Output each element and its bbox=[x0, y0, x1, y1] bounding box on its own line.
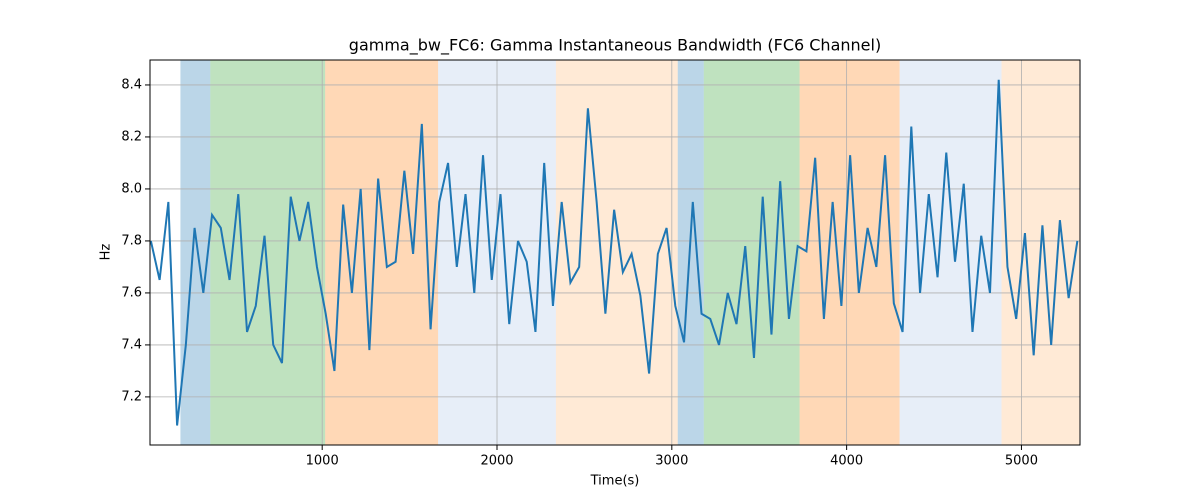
plot-frame bbox=[149, 59, 1081, 446]
x-tick-label: 4000 bbox=[830, 454, 863, 469]
data-line bbox=[149, 79, 1079, 426]
y-tick-label: 8.0 bbox=[121, 181, 142, 196]
y-tick-label: 7.2 bbox=[121, 389, 142, 404]
region-span bbox=[703, 60, 800, 445]
region-span bbox=[899, 60, 1002, 445]
x-tick-label: 1000 bbox=[306, 454, 339, 469]
y-tick-label: 7.4 bbox=[121, 337, 142, 352]
y-tick-label: 8.4 bbox=[121, 77, 142, 92]
y-tick-label: 7.8 bbox=[121, 233, 142, 248]
y-tick-label: 7.6 bbox=[121, 285, 142, 300]
region-span bbox=[325, 60, 439, 445]
x-axis-label: Time(s) bbox=[590, 474, 640, 489]
region-span bbox=[180, 60, 211, 445]
y-axis-label: Hz bbox=[99, 244, 114, 261]
y-tick-label: 8.2 bbox=[121, 129, 142, 144]
x-tick-label: 5000 bbox=[1005, 454, 1038, 469]
x-tick-label: 2000 bbox=[480, 454, 513, 469]
region-span bbox=[799, 60, 900, 445]
chart-title: gamma_bw_FC6: Gamma Instantaneous Bandwi… bbox=[349, 36, 881, 56]
region-span bbox=[555, 60, 678, 445]
region-span bbox=[210, 60, 326, 445]
x-tick-label: 3000 bbox=[655, 454, 688, 469]
region-span bbox=[677, 60, 704, 445]
